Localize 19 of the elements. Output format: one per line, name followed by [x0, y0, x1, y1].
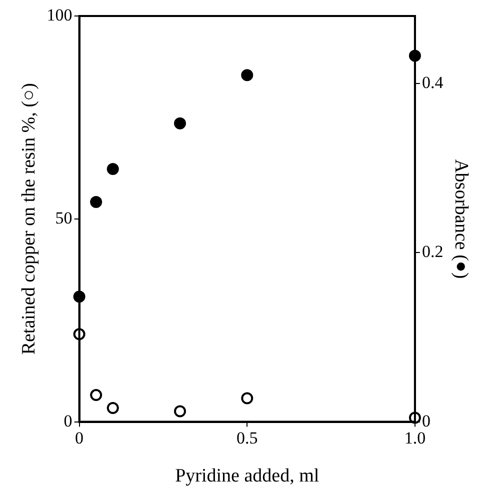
y-tick-label: 100 — [46, 5, 72, 24]
y-tick-label: 50 — [55, 208, 72, 228]
point — [106, 402, 119, 414]
x-tick-label: 1.0 — [404, 428, 426, 448]
point — [174, 405, 186, 418]
point — [90, 389, 102, 402]
y2-axis-title: Absorbance (●) — [450, 159, 472, 279]
point — [241, 69, 254, 82]
y-axis-title: Retained copper on the resin %, (○) — [18, 83, 40, 355]
x-axis-title: Pyridine added, ml — [175, 466, 320, 487]
y-tick-label: 0 — [64, 411, 72, 430]
x-tick-label: 0.5 — [236, 428, 258, 448]
y2-tick-label: 0.4 — [422, 73, 444, 92]
y2-tick-label: 0.2 — [422, 242, 444, 262]
point — [106, 163, 119, 176]
point — [90, 196, 102, 208]
y2-tick-label: 0 — [422, 411, 430, 430]
point — [241, 392, 254, 404]
point — [174, 117, 186, 130]
